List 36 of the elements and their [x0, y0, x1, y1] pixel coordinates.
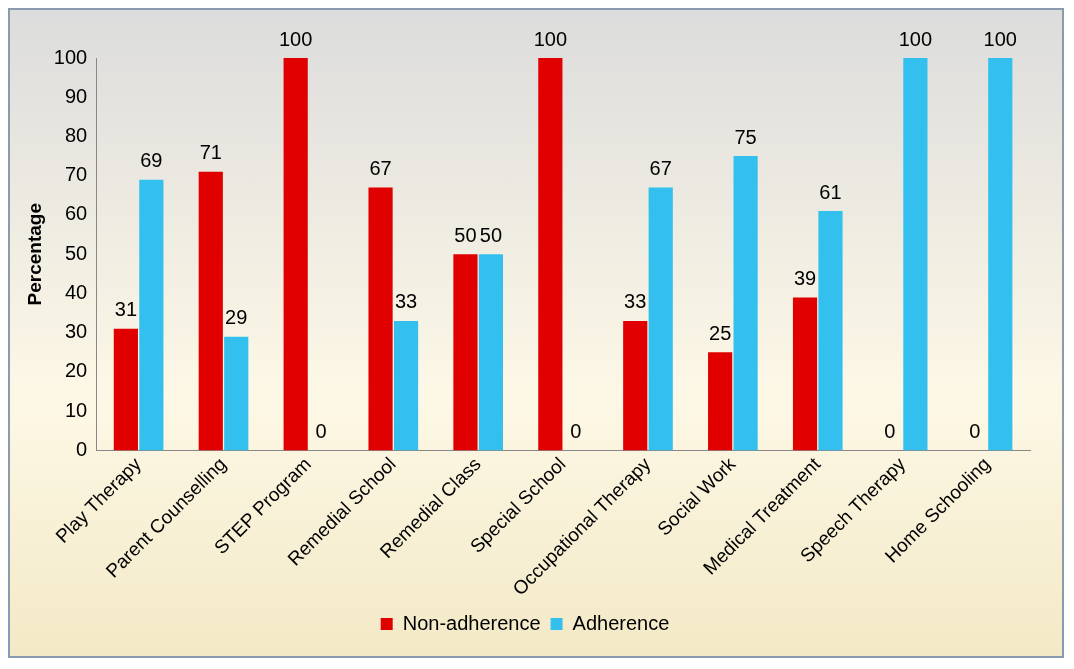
data-label: 100	[533, 27, 568, 50]
data-label: 100	[278, 27, 313, 50]
data-label: 61	[819, 180, 842, 203]
data-label: 0	[570, 419, 582, 442]
data-label: 50	[454, 223, 477, 246]
data-label: 25	[709, 321, 732, 344]
data-label: 0	[315, 419, 327, 442]
y-tick-label: 60	[64, 202, 88, 225]
data-label: 29	[225, 306, 248, 329]
legend-label: Non-adherence	[402, 611, 541, 634]
data-label: 50	[479, 223, 503, 246]
data-label: 100	[983, 27, 1017, 50]
data-label: 33	[624, 290, 647, 313]
y-tick-label: 30	[64, 320, 88, 343]
data-label: 75	[734, 125, 757, 148]
data-label: 0	[969, 419, 981, 442]
y-tick-label: 0	[76, 437, 88, 460]
data-label: 100	[898, 27, 933, 50]
data-label: 0	[884, 419, 896, 442]
data-label: 71	[199, 141, 222, 164]
y-tick-label: 50	[64, 241, 88, 264]
legend-label: Adherence	[572, 611, 670, 634]
y-tick-label: 70	[64, 163, 88, 186]
y-axis-title: Percentage	[23, 202, 45, 306]
y-tick-label: 90	[64, 84, 88, 107]
data-label: 33	[394, 290, 418, 313]
y-tick-label: 10	[64, 398, 88, 421]
data-label: 67	[369, 157, 392, 180]
data-label: 69	[140, 149, 163, 172]
y-tick-label: 100	[53, 45, 88, 68]
y-tick-label: 80	[64, 124, 88, 146]
data-label: 39	[793, 266, 817, 289]
y-tick-label: 40	[64, 280, 88, 303]
data-label: 31	[114, 298, 138, 321]
y-tick-label: 20	[64, 359, 88, 382]
data-label: 67	[649, 157, 672, 180]
